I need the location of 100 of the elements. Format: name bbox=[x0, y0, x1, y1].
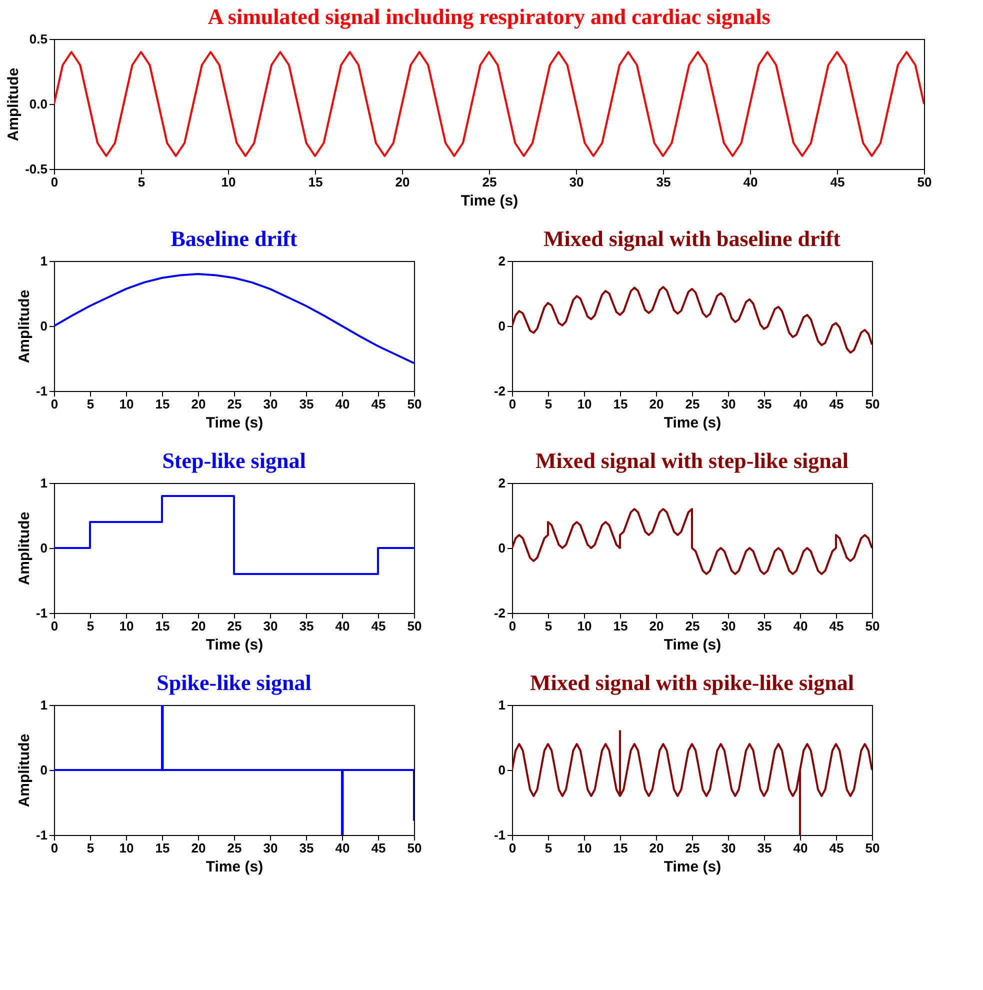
x-tick-label: 40 bbox=[335, 396, 350, 412]
x-tick-label: 20 bbox=[395, 174, 410, 190]
x-tick-label: 45 bbox=[830, 174, 845, 190]
x-tick-label: 25 bbox=[685, 618, 700, 634]
x-tick-label: 50 bbox=[917, 174, 932, 190]
x-tick-label: 45 bbox=[829, 396, 844, 412]
line-series bbox=[512, 286, 872, 354]
x-tick-label: 15 bbox=[308, 174, 323, 190]
x-tick-label: 35 bbox=[757, 618, 772, 634]
y-tick-label: 1 bbox=[40, 476, 48, 490]
x-tick-label: 15 bbox=[155, 396, 170, 412]
y-tick-label: -1 bbox=[36, 828, 48, 842]
x-tick-label: 25 bbox=[227, 840, 242, 856]
x-tick-label: 10 bbox=[119, 618, 134, 634]
chart-title: Mixed signal with step-like signal bbox=[536, 448, 848, 473]
x-tick-label: 10 bbox=[221, 174, 236, 190]
y-tick-label: 0.5 bbox=[29, 32, 48, 46]
line-series bbox=[512, 508, 872, 575]
x-tick-label: 45 bbox=[371, 618, 386, 634]
x-tick-label: 15 bbox=[613, 396, 628, 412]
x-tick-label: 15 bbox=[155, 840, 170, 856]
x-tick-label: 25 bbox=[685, 840, 700, 856]
x-tick-label: 0 bbox=[508, 840, 516, 856]
x-tick-label: 5 bbox=[138, 174, 146, 190]
chart-title: A simulated signal including respiratory and cardiac signals bbox=[208, 4, 771, 29]
x-tick-label: 5 bbox=[86, 840, 94, 856]
x-tick-label: 40 bbox=[793, 840, 808, 856]
chart-title: Mixed signal with baseline drift bbox=[543, 226, 842, 251]
x-tick-label: 10 bbox=[577, 396, 592, 412]
x-tick-label: 20 bbox=[649, 396, 664, 412]
x-tick-label: 20 bbox=[191, 618, 206, 634]
y-tick-label: 2 bbox=[498, 476, 506, 490]
y-tick-label: 0 bbox=[498, 318, 506, 334]
y-tick-label: -2 bbox=[494, 606, 506, 620]
x-tick-label: 25 bbox=[227, 396, 242, 412]
x-tick-label: 50 bbox=[407, 396, 422, 412]
y-tick-label: -1 bbox=[494, 828, 506, 842]
x-tick-label: 40 bbox=[793, 618, 808, 634]
x-axis-title: Time (s) bbox=[460, 192, 518, 210]
x-tick-label: 50 bbox=[407, 618, 422, 634]
y-tick-label: 1 bbox=[40, 254, 48, 268]
x-tick-label: 0 bbox=[50, 396, 58, 412]
x-tick-label: 10 bbox=[577, 840, 592, 856]
y-axis-title: Amplitude bbox=[16, 512, 33, 586]
chart-title: Spike-like signal bbox=[156, 670, 312, 695]
x-tick-label: 30 bbox=[721, 396, 736, 412]
x-tick-label: 15 bbox=[613, 840, 628, 856]
x-tick-label: 45 bbox=[371, 840, 386, 856]
x-tick-label: 20 bbox=[191, 840, 206, 856]
x-tick-label: 10 bbox=[119, 840, 134, 856]
x-tick-label: 35 bbox=[656, 174, 671, 190]
x-tick-label: 40 bbox=[335, 618, 350, 634]
x-tick-label: 0 bbox=[508, 396, 516, 412]
x-tick-label: 40 bbox=[793, 396, 808, 412]
x-axis-title: Time (s) bbox=[206, 858, 264, 876]
x-axis-title: Time (s) bbox=[206, 636, 264, 654]
x-tick-label: 20 bbox=[191, 396, 206, 412]
x-tick-label: 30 bbox=[263, 840, 278, 856]
y-tick-label: 0 bbox=[498, 762, 506, 778]
x-tick-label: 40 bbox=[335, 840, 350, 856]
x-tick-label: 20 bbox=[649, 618, 664, 634]
x-axis-title: Time (s) bbox=[206, 414, 264, 432]
x-tick-label: 5 bbox=[544, 840, 552, 856]
line-series bbox=[54, 273, 414, 364]
x-tick-label: 5 bbox=[86, 618, 94, 634]
line-series bbox=[54, 495, 414, 575]
y-axis-title: Amplitude bbox=[16, 734, 33, 808]
x-tick-label: 25 bbox=[685, 396, 700, 412]
x-tick-label: 50 bbox=[407, 840, 422, 856]
x-tick-label: 10 bbox=[119, 396, 134, 412]
chart-title: Step-like signal bbox=[162, 448, 306, 473]
x-axis-title: Time (s) bbox=[664, 414, 722, 432]
line-series bbox=[512, 730, 872, 835]
x-tick-label: 0 bbox=[50, 618, 58, 634]
x-tick-label: 5 bbox=[544, 618, 552, 634]
x-tick-label: 30 bbox=[721, 618, 736, 634]
x-axis-title: Time (s) bbox=[664, 858, 722, 876]
x-tick-label: 50 bbox=[865, 396, 880, 412]
y-tick-label: 1 bbox=[40, 698, 48, 712]
x-axis-title: Time (s) bbox=[664, 636, 722, 654]
x-tick-label: 50 bbox=[865, 618, 880, 634]
y-tick-label: 0 bbox=[40, 762, 48, 778]
y-tick-label: -2 bbox=[494, 384, 506, 398]
x-tick-label: 45 bbox=[829, 840, 844, 856]
x-tick-label: 30 bbox=[263, 396, 278, 412]
x-tick-label: 30 bbox=[569, 174, 584, 190]
x-tick-label: 15 bbox=[613, 618, 628, 634]
x-tick-label: 45 bbox=[829, 618, 844, 634]
x-tick-label: 25 bbox=[482, 174, 497, 190]
line-series bbox=[54, 51, 924, 157]
x-tick-label: 35 bbox=[299, 396, 314, 412]
x-tick-label: 0 bbox=[508, 618, 516, 634]
y-tick-label: 0.0 bbox=[29, 96, 48, 112]
x-tick-label: 35 bbox=[757, 396, 772, 412]
x-tick-label: 35 bbox=[299, 840, 314, 856]
y-tick-label: -1 bbox=[36, 384, 48, 398]
x-tick-label: 20 bbox=[649, 840, 664, 856]
x-tick-label: 5 bbox=[544, 396, 552, 412]
x-tick-label: 35 bbox=[757, 840, 772, 856]
y-tick-label: -0.5 bbox=[25, 162, 48, 176]
